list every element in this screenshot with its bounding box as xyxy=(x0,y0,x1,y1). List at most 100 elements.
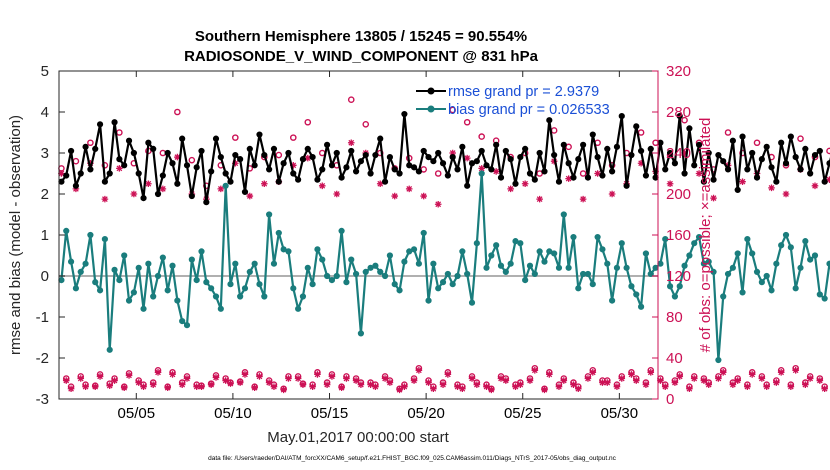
bias-point xyxy=(154,272,162,280)
obs-assimilated-point xyxy=(787,383,795,390)
rmse-point xyxy=(328,162,336,169)
obs-assimilated-point xyxy=(517,381,524,388)
bias-point xyxy=(686,252,693,259)
obs-assimilated-point xyxy=(502,377,510,384)
bias-point xyxy=(811,252,819,259)
obs-assimilated-point xyxy=(483,383,490,390)
y-right-tick-label: 320 xyxy=(666,63,691,80)
bias-point xyxy=(710,268,717,275)
bias-point xyxy=(604,260,611,267)
bias-point xyxy=(150,293,157,300)
rmse-point xyxy=(493,141,500,148)
obs-assimilated-point xyxy=(178,381,186,388)
bias-point xyxy=(314,246,321,253)
bias-point xyxy=(493,242,500,249)
rmse-point xyxy=(439,160,447,167)
obs-assimilated-point xyxy=(565,175,572,182)
obs-assimilated-point xyxy=(261,180,268,188)
rmse-point xyxy=(715,151,722,159)
bias-point xyxy=(96,287,104,294)
obs-assimilated-point xyxy=(270,383,278,390)
bias-point xyxy=(208,285,215,292)
bias-point xyxy=(299,293,307,300)
obs-assimilated-point xyxy=(536,195,543,203)
bias-point xyxy=(662,236,669,243)
rmse-point xyxy=(739,133,746,140)
bias-point xyxy=(816,291,823,298)
obs-assimilated-point xyxy=(82,383,89,390)
tick-marks-group xyxy=(59,70,659,400)
bias-point xyxy=(130,289,137,296)
rmse-point xyxy=(367,170,374,177)
obs-assimilated-point xyxy=(415,367,423,374)
obs-assimilated-point xyxy=(628,371,635,378)
bias-point xyxy=(589,281,596,288)
y-left-tick-label: -2 xyxy=(36,350,49,367)
rmse-point xyxy=(565,160,572,167)
bias-point xyxy=(391,281,398,288)
y-left-tick-label: 4 xyxy=(41,104,49,121)
obs-assimilated-point xyxy=(584,375,592,382)
rmse-point xyxy=(797,166,804,173)
bias-point xyxy=(531,270,538,278)
rmse-point xyxy=(295,176,302,183)
bias-point xyxy=(478,170,485,177)
bias-point xyxy=(439,279,447,286)
bias-point xyxy=(435,285,442,292)
rmse-point xyxy=(464,182,471,189)
rmse-point xyxy=(676,113,683,120)
rmse-point xyxy=(63,172,70,179)
rmse-point xyxy=(744,166,751,173)
bias-point xyxy=(256,281,263,288)
obs-assimilated-point xyxy=(391,192,399,200)
rmse-series-group xyxy=(58,110,830,206)
rmse-point xyxy=(101,178,108,185)
rmse-point xyxy=(357,158,365,165)
bias-point xyxy=(145,260,152,267)
y-right-axis-label: # of obs: o=possible; ×=assimilated xyxy=(697,118,714,353)
bias-point xyxy=(295,305,302,312)
obs-assimilated-point xyxy=(232,159,239,167)
obs-assimilated-point xyxy=(222,377,229,384)
obs-assimilated-point xyxy=(207,381,215,388)
obs-assimilated-point xyxy=(763,383,770,390)
obs-assimilated-point xyxy=(512,383,519,390)
bias-point xyxy=(415,260,422,267)
x-tick-label: 05/25 xyxy=(504,405,542,422)
rmse-point xyxy=(304,145,311,152)
rmse-point xyxy=(768,164,775,171)
obs-possible-point xyxy=(101,161,109,169)
rmse-point xyxy=(560,141,567,148)
rmse-point xyxy=(377,135,384,142)
bias-point xyxy=(338,227,345,234)
rmse-point xyxy=(807,170,814,177)
y-left-tick-label: 3 xyxy=(41,145,49,162)
y-left-tick-labels: -3 -2 -1 0 1 2 3 4 5 xyxy=(36,63,49,408)
obs-possible-point xyxy=(347,96,355,103)
rmse-point xyxy=(275,178,282,185)
obs-assimilated-point xyxy=(285,375,292,382)
obs-assimilated-point xyxy=(77,375,85,382)
obs-assimilated-point xyxy=(125,372,133,379)
bias-point xyxy=(193,277,200,284)
rmse-point xyxy=(686,125,693,132)
rmse-point xyxy=(222,170,229,177)
obs-assimilated-point xyxy=(67,385,75,393)
rmse-point xyxy=(251,162,258,169)
obs-assimilated-point xyxy=(705,381,713,388)
x-tick-label: 05/15 xyxy=(311,405,349,422)
rmse-point xyxy=(802,145,809,152)
y-left-tick-label: -1 xyxy=(36,309,49,326)
rmse-point xyxy=(415,168,422,175)
rmse-point xyxy=(280,160,287,167)
obs-assimilated-point xyxy=(719,369,727,376)
rmse-point xyxy=(478,147,485,155)
bias-point xyxy=(77,268,84,275)
obs-assimilated-point xyxy=(806,375,814,382)
rmse-point xyxy=(705,149,712,157)
bias-point xyxy=(309,281,316,288)
bias-point xyxy=(522,277,529,284)
bias-point xyxy=(768,287,775,294)
obs-assimilated-point xyxy=(666,180,674,188)
rmse-point xyxy=(575,156,582,163)
